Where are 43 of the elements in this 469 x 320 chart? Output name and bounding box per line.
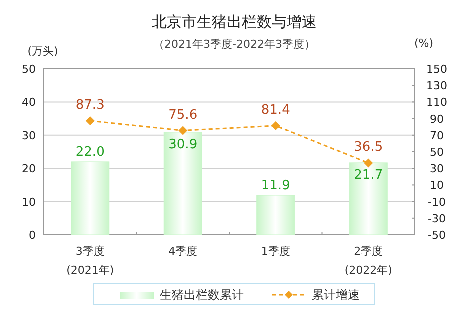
x-tick-label: 3季度 (2021年) bbox=[66, 245, 114, 277]
data-label: 36.5 bbox=[354, 140, 384, 156]
bar bbox=[256, 195, 296, 236]
y2-tick-label: -30 bbox=[428, 212, 446, 226]
y-tick-label: 50 bbox=[22, 63, 36, 76]
y2-tick-label: 10 bbox=[430, 179, 444, 192]
bar bbox=[164, 132, 202, 236]
point bbox=[271, 121, 280, 130]
data-label: 75.6 bbox=[168, 108, 198, 123]
y2-tick-label: 110 bbox=[426, 96, 448, 110]
y-tick-label: 30 bbox=[22, 129, 36, 142]
point bbox=[364, 158, 374, 168]
y2-tick-label: 30 bbox=[430, 162, 444, 176]
point bbox=[86, 116, 95, 126]
chart-title: 北京市生猪出栏数与增速 bbox=[152, 13, 317, 31]
data-label: 21.7 bbox=[354, 168, 384, 183]
y2-tick-label: -10 bbox=[428, 196, 446, 209]
y-axis-title: (万头) bbox=[28, 45, 58, 58]
y2-tick-label: -50 bbox=[428, 229, 446, 242]
y2-axis-title: (%) bbox=[414, 37, 434, 50]
data-label: 11.9 bbox=[261, 178, 290, 194]
bar bbox=[71, 162, 110, 236]
y2-tick-label: 130 bbox=[426, 80, 448, 93]
y-tick-label: 0 bbox=[29, 229, 36, 242]
data-label: 22.0 bbox=[76, 144, 105, 160]
y2-tick-label: 150 bbox=[426, 63, 448, 76]
y2-tick-label: 50 bbox=[430, 146, 444, 159]
y-tick-label: 10 bbox=[22, 196, 36, 209]
data-label: 30.9 bbox=[168, 137, 198, 152]
bar bbox=[349, 162, 388, 236]
x-tick-label: 2季度 (2022年) bbox=[344, 245, 392, 277]
y-tick-label: 40 bbox=[22, 96, 36, 110]
data-label: 87.3 bbox=[76, 98, 105, 114]
y2-tick-label: 90 bbox=[430, 112, 444, 126]
point bbox=[178, 126, 188, 136]
legend-label: 生猪出栏数累计 bbox=[160, 288, 244, 302]
legend-label: 累计增速 bbox=[312, 288, 360, 302]
y2-tick-label: 70 bbox=[430, 129, 444, 142]
x-tick-label: 4季度 bbox=[168, 245, 198, 258]
data-label: 81.4 bbox=[261, 102, 290, 118]
chart-subtitle: （2021年3季度-2022年3季度） bbox=[154, 38, 316, 51]
y-tick-label: 20 bbox=[22, 162, 36, 176]
x-tick-label: 1季度 bbox=[261, 245, 290, 258]
